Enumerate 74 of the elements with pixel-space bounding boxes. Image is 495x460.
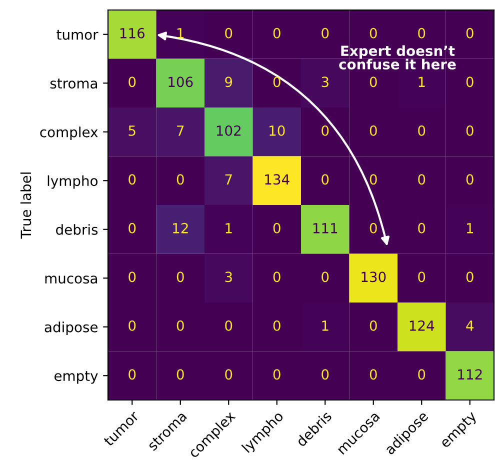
data-label: 0 (273, 369, 280, 380)
data-label: 1 (322, 320, 328, 331)
data-label: 0 (128, 369, 136, 380)
data-label: 0 (225, 28, 232, 38)
data-label: 0 (466, 125, 474, 136)
data-label: 0 (273, 222, 280, 234)
data-label: 0 (322, 174, 329, 185)
data-label: 0 (128, 272, 136, 282)
data-label: 3 (322, 76, 328, 88)
data-label: 0 (176, 320, 184, 331)
data-label: 0 (128, 320, 136, 331)
data-label: 7 (177, 126, 184, 136)
data-label: 0 (466, 272, 474, 282)
data-label: 0 (418, 174, 426, 185)
data-label: 0 (128, 222, 136, 234)
y-axis-title: True label (20, 172, 32, 239)
data-label: 0 (322, 28, 329, 38)
data-label: 0 (418, 369, 426, 380)
data-label: 0 (322, 125, 329, 136)
data-label: 0 (128, 174, 136, 185)
data-label: 9 (225, 76, 232, 88)
y-tick-label: adipose (44, 322, 98, 336)
data-label: 1 (466, 223, 474, 234)
data-label: 102 (216, 125, 240, 136)
data-label: 0 (370, 28, 377, 38)
data-label: 0 (370, 76, 377, 88)
data-label: 0 (176, 369, 184, 380)
data-label: 0 (225, 369, 232, 380)
data-label: 1 (418, 76, 425, 87)
y-tick-label: stroma (50, 78, 98, 89)
data-label: 4 (466, 320, 474, 331)
data-label: 130 (362, 272, 386, 282)
data-label: 0 (176, 174, 184, 185)
data-label: 112 (458, 369, 482, 380)
data-label: 0 (370, 369, 377, 380)
data-label: 0 (370, 222, 377, 234)
data-label: 116 (120, 28, 145, 38)
y-tick-label: tumor (56, 30, 98, 40)
data-label: 0 (273, 272, 280, 282)
data-label: 0 (273, 76, 280, 88)
data-label: 1 (177, 28, 184, 38)
data-label: 0 (225, 320, 232, 331)
data-label: 0 (128, 76, 136, 88)
y-tick-label: debris (56, 224, 98, 235)
data-label: 0 (418, 28, 426, 38)
data-label: 111 (313, 223, 338, 234)
data-label: 3 (225, 272, 232, 282)
data-label: 0 (466, 76, 474, 88)
data-label: 0 (418, 222, 426, 234)
data-label: 0 (273, 28, 280, 38)
data-label: 0 (322, 369, 329, 380)
data-label: 0 (322, 272, 329, 282)
data-label: 12 (173, 222, 188, 234)
data-label: 106 (168, 76, 193, 88)
data-label: 10 (270, 125, 285, 136)
y-tick-label: empty (54, 371, 98, 384)
data-label: 0 (418, 125, 426, 136)
annotation: Expert doesn’t confuse it here (339, 45, 456, 70)
data-label: 0 (466, 28, 474, 38)
data-label: 5 (128, 126, 136, 136)
data-label: 0 (370, 320, 377, 331)
data-label: 0 (370, 125, 377, 136)
data-label: 0 (466, 174, 474, 185)
y-tick-label: complex (40, 126, 98, 140)
data-label: 7 (225, 174, 232, 184)
data-label: 0 (370, 174, 377, 185)
data-label: 134 (265, 174, 290, 185)
data-label: 1 (226, 223, 232, 234)
data-label: 124 (410, 320, 434, 331)
data-label: 0 (418, 272, 426, 282)
data-label: 0 (176, 272, 184, 282)
y-tick-label: mucosa (45, 276, 98, 284)
data-label: 0 (273, 320, 280, 331)
y-tick-label: lympho (48, 175, 98, 189)
